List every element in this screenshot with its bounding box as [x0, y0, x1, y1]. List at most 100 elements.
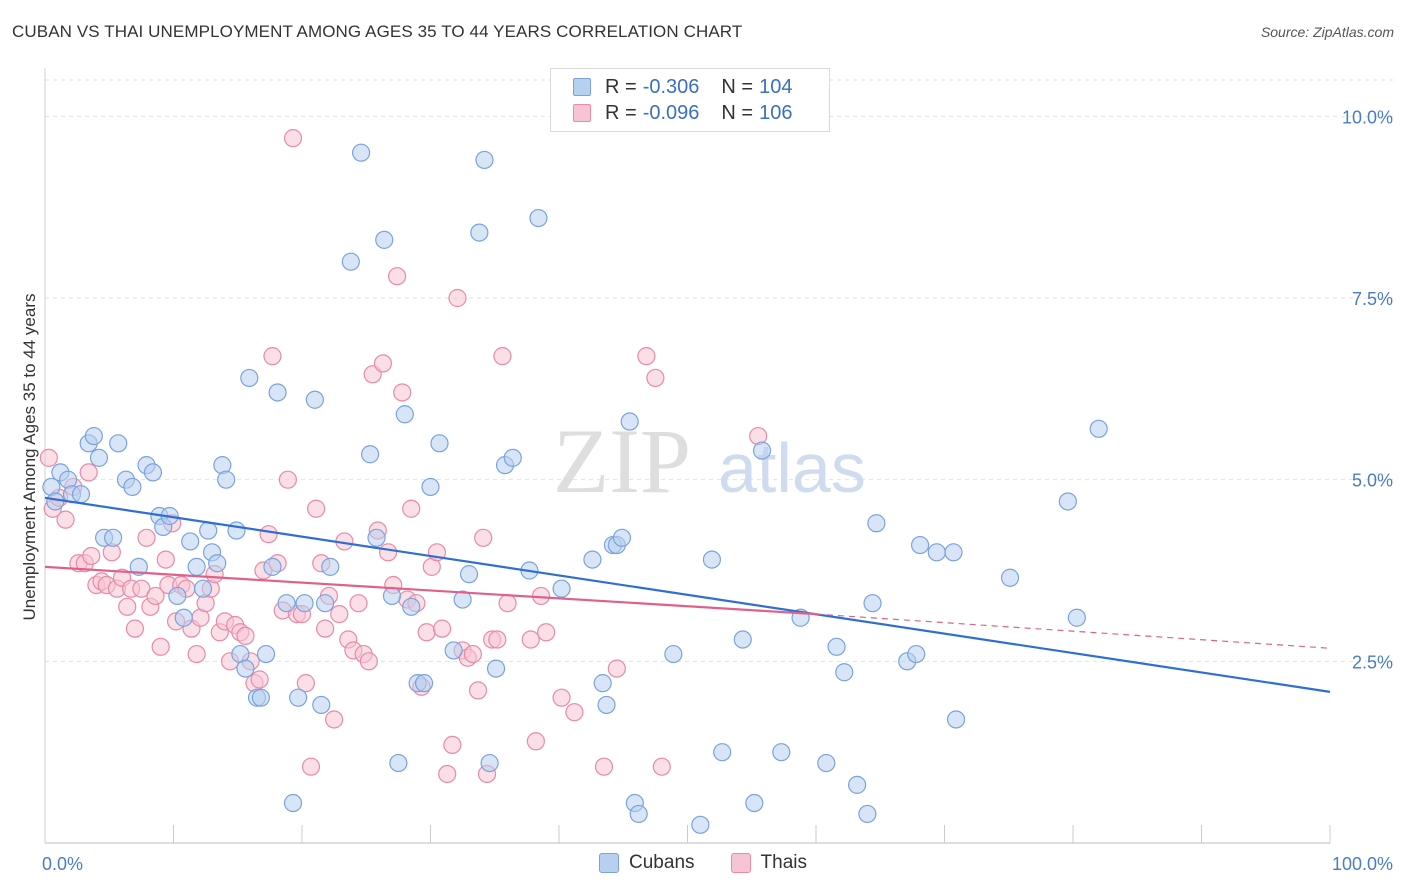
thai-point [493, 347, 512, 366]
cuban-point [1067, 608, 1086, 627]
cuban-point [597, 695, 616, 715]
cuban-point [367, 528, 386, 547]
thai-point [283, 129, 303, 148]
cuban-point [289, 688, 308, 707]
cuban-point [240, 368, 259, 388]
thai-point [79, 463, 98, 482]
legend-item-cubans[interactable]: Cubans [599, 852, 695, 874]
cuban-point [629, 804, 648, 824]
thai-point [330, 604, 349, 624]
cuban-point [227, 521, 246, 540]
thai-point [307, 499, 326, 518]
cuban-point [863, 594, 882, 613]
tick-labels: 2.5% 5.0% 7.5% 10.0% 0.0% 100.0% [42, 107, 1393, 874]
thai-point [488, 630, 507, 649]
cuban-point [486, 659, 506, 678]
legend-r-label: R = [605, 101, 637, 124]
thai-point [56, 510, 75, 529]
thai-trend-line [44, 565, 817, 616]
cuban-point [236, 659, 255, 678]
thai-point [146, 586, 165, 606]
cuban-point [395, 405, 414, 424]
cuban-point [713, 743, 732, 762]
cuban-point [745, 793, 764, 813]
cuban-point [123, 477, 142, 497]
thai-point [359, 652, 378, 671]
cuban-point [305, 390, 324, 409]
thai-point [432, 619, 452, 638]
cuban-point [46, 492, 65, 511]
cuban-point [927, 543, 946, 562]
cuban-point [944, 543, 963, 562]
cuban-point [772, 743, 791, 762]
thai-point [259, 525, 278, 544]
cuban-point [208, 554, 227, 573]
thai-point [236, 626, 255, 646]
cuban-point [402, 597, 421, 616]
cuban-point [129, 557, 148, 576]
thai-point [187, 644, 206, 664]
cuban-point [827, 637, 846, 656]
thai-point [325, 710, 344, 729]
thai-point [438, 764, 457, 784]
cuban-point [414, 674, 434, 693]
cuban-point [352, 143, 371, 162]
thai-point [565, 703, 584, 722]
cuban-point [910, 535, 930, 555]
cuban-point [263, 557, 282, 576]
thai-swatch [573, 104, 591, 122]
chart-title: CUBAN VS THAI UNEMPLOYMENT AMONG AGES 35… [12, 22, 743, 41]
cuban-point [187, 557, 206, 576]
thai-point [537, 623, 556, 642]
x-tick-label: 100.0% [1332, 854, 1393, 874]
cuban-point [104, 528, 123, 547]
cuban-n-value: 104 [759, 75, 793, 98]
cuban-point [109, 434, 128, 453]
cuban-point [475, 150, 494, 170]
thai-trend-extension [815, 613, 1331, 649]
cuban-point [277, 594, 296, 613]
thai-point [263, 347, 282, 366]
cuban-legend-label: Cubans [629, 852, 695, 873]
cuban-point [283, 793, 303, 813]
cuban-point [1089, 419, 1108, 438]
thai-point [498, 594, 517, 613]
cuban-point [529, 208, 548, 228]
cuban-point [817, 753, 836, 773]
thai-point [637, 347, 656, 366]
legend-n-label: N = [721, 101, 754, 124]
y-tick-label: 7.5% [1352, 289, 1393, 309]
cuban-point [143, 463, 163, 482]
cuban-point [444, 641, 463, 660]
thai-point [349, 594, 368, 613]
cuban-point [552, 579, 571, 598]
cuban-point [702, 550, 722, 569]
cuban-point [848, 775, 867, 794]
watermark: ZIP atlas [553, 410, 866, 512]
thai-n-value: 106 [759, 101, 793, 124]
cuban-trend-line [44, 496, 1331, 693]
cuban-point [341, 252, 360, 271]
thai-point [278, 470, 297, 489]
cuban-point [620, 412, 639, 431]
cuban-point [480, 753, 499, 773]
y-tick-label: 10.0% [1342, 107, 1393, 127]
thai-point [125, 619, 145, 638]
cuban-point [84, 426, 103, 446]
cuban-point [867, 514, 886, 533]
cuban-point [375, 230, 394, 249]
cuban-point [268, 383, 287, 402]
cuban-swatch [573, 78, 591, 96]
thai-point [402, 499, 421, 518]
cuban-points [42, 143, 1108, 834]
cuban-point [593, 674, 612, 693]
thai-point [132, 579, 151, 598]
thai-point [373, 354, 393, 373]
legend-item-thais[interactable]: Thais [730, 852, 807, 874]
cuban-point [295, 594, 314, 613]
thai-point [448, 288, 467, 308]
cuban-point [453, 590, 472, 609]
cuban-point [89, 448, 109, 467]
cuban-point [946, 710, 966, 729]
